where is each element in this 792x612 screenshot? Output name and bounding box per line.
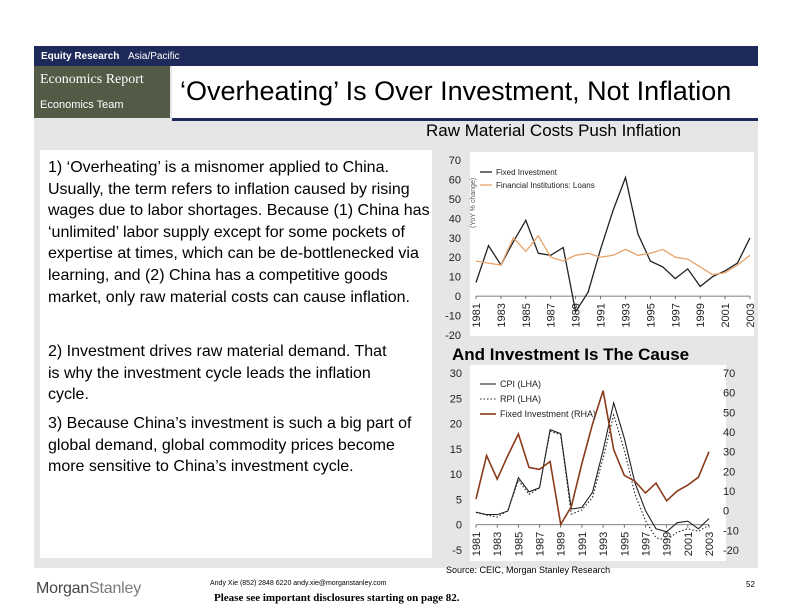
x-tick-label: 1993 xyxy=(598,532,610,556)
top-banner: Equity Research Asia/Pacific xyxy=(34,46,758,66)
x-tick-label: 1993 xyxy=(620,303,632,327)
y-left-tick-label: 25 xyxy=(450,393,462,405)
y-right-tick-label: 60 xyxy=(723,388,735,400)
page-title: ‘Overheating’ Is Over Investment, Not In… xyxy=(180,76,732,106)
x-tick-label: 1995 xyxy=(619,532,631,556)
x-tick-label: 2001 xyxy=(683,532,695,556)
y-tick-label: 10 xyxy=(449,272,461,284)
x-tick-label: 1991 xyxy=(577,532,589,556)
x-tick-label: 1989 xyxy=(556,532,568,556)
series-line-2 xyxy=(475,412,710,541)
y-right-tick-label: 70 xyxy=(723,368,735,380)
y-left-tick-label: 10 xyxy=(450,469,462,481)
y-tick-label: 50 xyxy=(449,194,461,206)
region-label: Asia/Pacific xyxy=(128,51,180,62)
x-tick-label: 1987 xyxy=(535,532,547,556)
y-tick-label: 60 xyxy=(449,174,461,186)
x-tick-label: 1995 xyxy=(645,303,657,327)
y-right-tick-label: 20 xyxy=(723,466,735,478)
bottom-chart-background xyxy=(470,365,726,561)
series-line-1 xyxy=(475,175,751,314)
y-right-tick-label: 0 xyxy=(723,506,729,518)
legend-label: Financial Institutions: Loans xyxy=(496,181,595,190)
y-left-tick-label: 15 xyxy=(450,444,462,456)
x-tick-label: 2003 xyxy=(745,303,757,327)
section-label: Equity Research xyxy=(41,51,120,62)
author-contact: Andy Xie (852) 2848 6220 andy.xie@morgan… xyxy=(210,580,387,587)
y-tick-label: 0 xyxy=(455,291,461,303)
report-type: Economics Report xyxy=(40,72,144,87)
x-tick-label: 1999 xyxy=(695,303,707,327)
top-chart-title: Raw Material Costs Push Inflation xyxy=(426,121,682,140)
y-right-tick-label: -20 xyxy=(723,545,739,557)
top-chart-background xyxy=(470,152,754,336)
y-tick-label: 40 xyxy=(449,213,461,225)
point-2: 2) Investment drives raw material demand… xyxy=(48,343,387,404)
y-right-tick-label: 50 xyxy=(723,407,735,419)
x-tick-label: 1983 xyxy=(492,532,504,556)
y-right-tick-label: -10 xyxy=(723,525,739,537)
bottom-chart-title: And Investment Is The Cause xyxy=(452,345,690,364)
series-line-2 xyxy=(475,234,751,276)
logo-morgan: Morgan xyxy=(36,580,90,597)
x-tick-label: 1985 xyxy=(513,532,525,556)
x-tick-label: 1981 xyxy=(471,532,483,556)
y-right-tick-label: 10 xyxy=(723,486,735,498)
x-tick-label: 2001 xyxy=(720,303,732,327)
x-tick-label: 1989 xyxy=(571,303,583,327)
report-label-box: Economics Report Economics Team xyxy=(34,66,170,118)
y-left-tick-label: 0 xyxy=(456,520,462,532)
logo-stanley: Stanley xyxy=(89,580,142,597)
x-tick-label: 1999 xyxy=(662,532,674,556)
top-chart: (YoY % change) 70 60 50 40 30 20 10 0 -10 -20 198… xyxy=(445,152,757,342)
y-tick-label: -20 xyxy=(445,330,461,342)
x-tick-label: 2003 xyxy=(704,532,716,556)
y-right-tick-label: 30 xyxy=(723,447,735,459)
legend-label: RPI (LHA) xyxy=(500,394,541,404)
point-1: 1) ‘Overheating’ is a misnomer applied t… xyxy=(48,159,430,306)
x-tick-label: 1987 xyxy=(546,303,558,327)
x-tick-label: 1983 xyxy=(496,303,508,327)
text-panel xyxy=(40,150,432,558)
series-line-3 xyxy=(475,390,710,527)
team-name: Economics Team xyxy=(40,99,124,111)
x-tick-label: 1985 xyxy=(521,303,533,327)
page-title-box: ‘Overheating’ Is Over Investment, Not In… xyxy=(172,66,758,118)
y-tick-label: 30 xyxy=(449,233,461,245)
chart-source: Source: CEIC, Morgan Stanley Research xyxy=(446,565,611,575)
x-tick-label: 1991 xyxy=(596,303,608,327)
top-chart-ylabel: (YoY % change) xyxy=(470,178,477,228)
x-tick-label: 1981 xyxy=(471,303,483,327)
legend-label: CPI (LHA) xyxy=(500,379,541,389)
y-left-tick-label: 30 xyxy=(450,368,462,380)
disclosure-note: Please see important disclosures startin… xyxy=(214,592,460,604)
y-tick-label: 70 xyxy=(449,155,461,167)
x-tick-label: 1997 xyxy=(670,303,682,327)
legend-label: Fixed Investment xyxy=(496,168,558,177)
x-tick-label: 1997 xyxy=(640,532,652,556)
y-left-tick-label: 5 xyxy=(456,494,462,506)
page-number: 52 xyxy=(746,580,755,589)
y-tick-label: 20 xyxy=(449,252,461,264)
y-right-tick-label: 40 xyxy=(723,427,735,439)
y-tick-label: -10 xyxy=(445,311,461,323)
y-left-tick-label: 20 xyxy=(450,419,462,431)
title-underline xyxy=(172,118,758,121)
point-3: 3) Because China’s investment is such a … xyxy=(48,415,412,476)
morgan-stanley-logo: MorganStanley xyxy=(36,580,141,598)
legend-label: Fixed Investment (RHA) xyxy=(500,409,596,419)
y-left-tick-label: -5 xyxy=(452,545,462,557)
